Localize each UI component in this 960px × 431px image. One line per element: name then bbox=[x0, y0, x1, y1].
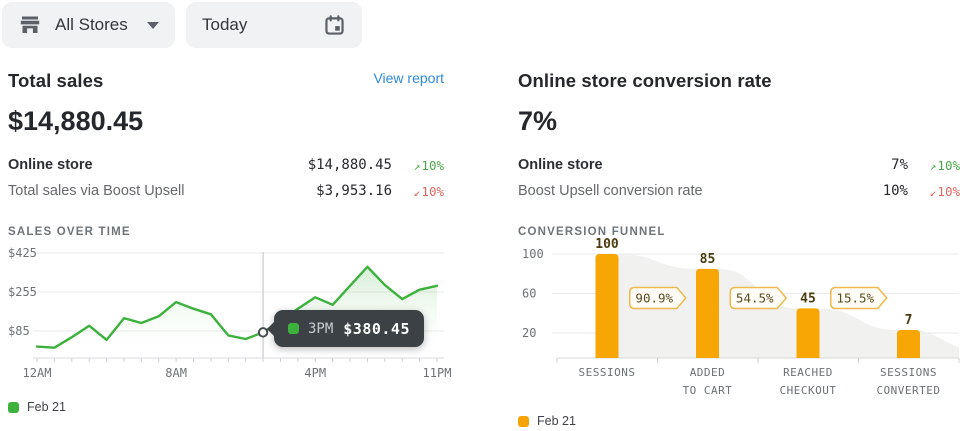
topbar: All Stores Today bbox=[2, 2, 362, 48]
svg-text:$255: $255 bbox=[8, 285, 37, 299]
chart-tooltip: 3PM $380.45 bbox=[267, 310, 424, 347]
metric-label: Total sales via Boost Upsell bbox=[8, 183, 185, 199]
legend-label: Feb 21 bbox=[537, 414, 576, 428]
chevron-down-icon bbox=[147, 21, 159, 29]
trend-up-icon: ↗ bbox=[413, 159, 421, 173]
metric-value: 7% bbox=[891, 157, 908, 173]
svg-text:SESSIONS: SESSIONS bbox=[579, 366, 636, 379]
svg-text:$85: $85 bbox=[8, 324, 30, 338]
conversion-rate-title: Online store conversion rate bbox=[518, 70, 772, 91]
metric-delta: ↙ 10% bbox=[929, 183, 960, 199]
metric-label: Boost Upsell conversion rate bbox=[518, 183, 703, 199]
svg-text:54.5%: 54.5% bbox=[736, 291, 774, 306]
metric-value: $14,880.45 bbox=[307, 157, 392, 173]
tooltip-time: 3PM bbox=[308, 320, 334, 337]
svg-text:12AM: 12AM bbox=[23, 366, 52, 380]
metric-row-online-store: Online store 7% ↗ 10% bbox=[518, 152, 960, 178]
svg-text:100: 100 bbox=[522, 247, 544, 261]
svg-text:45: 45 bbox=[800, 291, 816, 306]
conversion-funnel-heading: CONVERSION FUNNEL bbox=[518, 226, 666, 238]
metric-row-boost-upsell: Boost Upsell conversion rate 10% ↙ 10% bbox=[518, 178, 960, 204]
svg-text:4PM: 4PM bbox=[304, 366, 326, 380]
conversion-rate-amount: 7% bbox=[518, 106, 558, 136]
trend-up-icon: ↗ bbox=[929, 159, 937, 173]
svg-text:7: 7 bbox=[905, 313, 913, 328]
metric-row-online-store: Online store $14,880.45 ↗ 10% bbox=[8, 152, 444, 178]
svg-text:90.9%: 90.9% bbox=[635, 291, 673, 306]
tooltip-series-swatch bbox=[288, 323, 299, 334]
svg-text:15.5%: 15.5% bbox=[836, 291, 874, 306]
total-sales-amount: $14,880.45 bbox=[8, 106, 144, 136]
tooltip-value: $380.45 bbox=[343, 319, 410, 338]
conversion-breakdown: Online store 7% ↗ 10% Boost Upsell conver… bbox=[518, 152, 960, 204]
svg-text:85: 85 bbox=[700, 252, 716, 267]
total-sales-panel: Total sales View report $14,880.45 Onlin… bbox=[8, 70, 451, 414]
svg-text:SESSIONS: SESSIONS bbox=[880, 366, 937, 379]
metric-delta: ↗ 10% bbox=[929, 157, 960, 173]
metric-label: Online store bbox=[8, 157, 93, 173]
total-sales-breakdown: Online store $14,880.45 ↗ 10% Total sales… bbox=[8, 152, 444, 204]
svg-text:CONVERTED: CONVERTED bbox=[876, 384, 940, 397]
svg-text:11PM: 11PM bbox=[423, 366, 452, 380]
legend-swatch-green bbox=[8, 401, 19, 413]
store-selector-label: All Stores bbox=[55, 15, 128, 34]
funnel-bar-chart: 100 60 20 100 85 45 7 90.9% 54.5% 15.5% SESSIONS AD… bbox=[522, 237, 960, 397]
svg-text:60: 60 bbox=[522, 287, 536, 301]
view-report-link[interactable]: View report bbox=[373, 70, 444, 86]
metric-row-boost-upsell: Total sales via Boost Upsell $3,953.16 ↙… bbox=[8, 178, 444, 204]
metric-value: 10% bbox=[882, 183, 908, 199]
funnel-chart-legend: Feb 21 bbox=[518, 414, 960, 428]
legend-swatch-orange bbox=[518, 415, 529, 427]
svg-text:CHECKOUT: CHECKOUT bbox=[780, 384, 837, 397]
date-selector-label: Today bbox=[202, 15, 248, 34]
calendar-icon bbox=[323, 14, 346, 37]
svg-text:ADDED: ADDED bbox=[690, 366, 726, 379]
metric-delta: ↙ 10% bbox=[413, 183, 444, 199]
svg-text:$425: $425 bbox=[8, 246, 37, 260]
metric-label: Online store bbox=[518, 157, 603, 173]
total-sales-title: Total sales bbox=[8, 70, 104, 91]
legend-label: Feb 21 bbox=[27, 400, 66, 414]
trend-down-icon: ↙ bbox=[413, 185, 421, 199]
trend-down-icon: ↙ bbox=[929, 185, 937, 199]
svg-text:20: 20 bbox=[522, 326, 536, 340]
sales-chart-legend: Feb 21 bbox=[8, 400, 444, 414]
svg-text:REACHED: REACHED bbox=[783, 366, 833, 379]
metric-delta: ↗ 10% bbox=[413, 157, 444, 173]
date-selector-button[interactable]: Today bbox=[186, 2, 362, 48]
metric-value: $3,953.16 bbox=[316, 183, 392, 199]
svg-text:TO CART: TO CART bbox=[683, 384, 733, 397]
sales-over-time-chart[interactable]: $425 $255 $85 12AM 8AM 4PM 11PM 3PM $380.45 bbox=[8, 244, 451, 384]
sales-over-time-heading: SALES OVER TIME bbox=[8, 226, 131, 238]
conversion-funnel-chart[interactable]: 100 60 20 100 85 45 7 90.9% 54.5% 15.5% SESSIONS AD… bbox=[518, 237, 960, 398]
conversion-rate-panel: Online store conversion rate 7% Online s… bbox=[518, 70, 960, 428]
store-icon bbox=[18, 13, 42, 37]
store-selector-button[interactable]: All Stores bbox=[2, 2, 175, 48]
svg-text:8AM: 8AM bbox=[165, 366, 187, 380]
svg-text:100: 100 bbox=[595, 237, 619, 252]
